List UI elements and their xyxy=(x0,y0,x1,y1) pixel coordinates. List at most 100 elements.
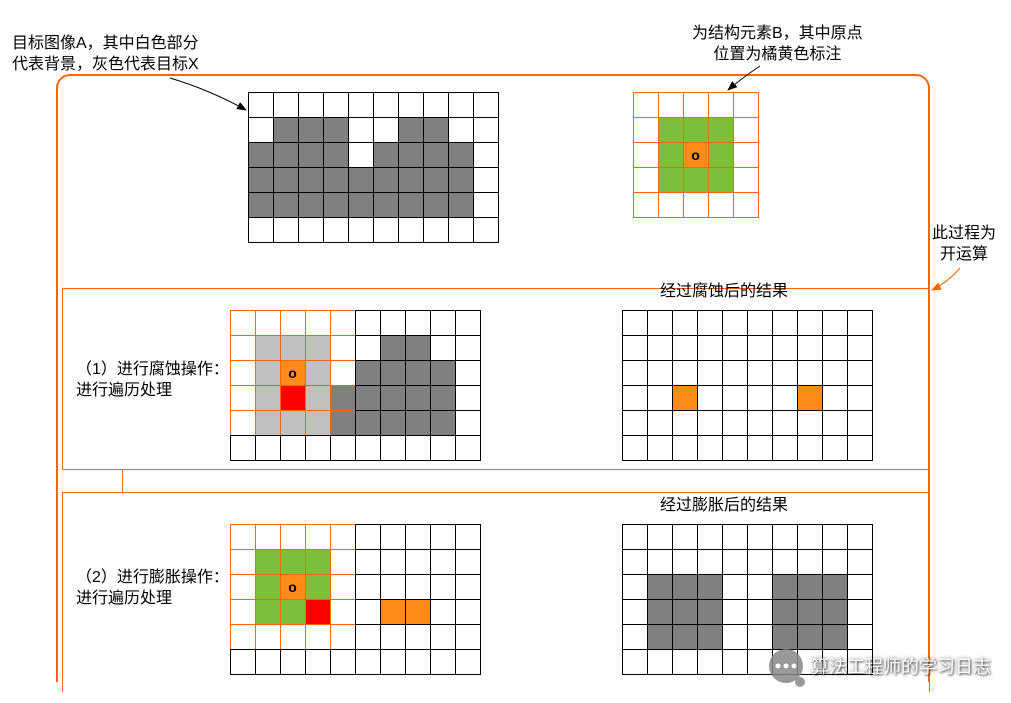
cell xyxy=(330,360,356,386)
cell xyxy=(230,649,256,675)
cell xyxy=(797,599,823,625)
cell xyxy=(430,624,456,650)
cell xyxy=(747,310,773,336)
cell xyxy=(733,192,759,218)
cell xyxy=(273,92,299,118)
watermark-text: 算法工程师的学习日志 xyxy=(811,653,991,679)
cell xyxy=(355,599,381,625)
cell xyxy=(330,524,356,550)
cell xyxy=(658,192,684,218)
cell xyxy=(697,624,723,650)
cell xyxy=(747,385,773,411)
cell xyxy=(405,649,431,675)
cell xyxy=(355,574,381,600)
cell xyxy=(733,117,759,143)
cell xyxy=(797,435,823,461)
cell xyxy=(822,524,848,550)
cell xyxy=(255,435,281,461)
cell xyxy=(672,524,698,550)
cell xyxy=(633,92,659,118)
cell xyxy=(473,92,499,118)
cell xyxy=(405,599,431,625)
cell xyxy=(708,117,734,143)
cell xyxy=(380,385,406,411)
cell xyxy=(697,574,723,600)
cell xyxy=(273,142,299,168)
cell xyxy=(672,360,698,386)
cell xyxy=(355,524,381,550)
cell xyxy=(348,142,374,168)
cell xyxy=(455,335,481,361)
cell xyxy=(355,624,381,650)
label-step1: （1）进行腐蚀操作： 进行遍历处理 xyxy=(76,360,229,402)
cell xyxy=(380,624,406,650)
cell xyxy=(658,167,684,193)
cell xyxy=(355,649,381,675)
cell xyxy=(722,524,748,550)
cell xyxy=(683,92,709,118)
cell xyxy=(405,335,431,361)
cell xyxy=(305,624,331,650)
cell xyxy=(822,435,848,461)
cell xyxy=(380,360,406,386)
cell xyxy=(733,167,759,193)
cell xyxy=(305,360,331,386)
cell xyxy=(797,549,823,575)
cell xyxy=(772,574,798,600)
cell xyxy=(305,549,331,575)
cell xyxy=(722,385,748,411)
cell xyxy=(330,310,356,336)
cell xyxy=(230,624,256,650)
cell xyxy=(683,167,709,193)
cell xyxy=(430,549,456,575)
cell xyxy=(230,549,256,575)
cell xyxy=(697,549,723,575)
cell xyxy=(398,117,424,143)
cell xyxy=(405,624,431,650)
cell xyxy=(622,524,648,550)
cell xyxy=(430,310,456,336)
cell xyxy=(255,410,281,436)
cell xyxy=(405,360,431,386)
cell xyxy=(255,385,281,411)
cell xyxy=(797,524,823,550)
cell xyxy=(672,599,698,625)
cell xyxy=(305,435,331,461)
cell xyxy=(622,335,648,361)
cell xyxy=(672,549,698,575)
cell xyxy=(273,217,299,243)
cell xyxy=(772,410,798,436)
cell xyxy=(722,624,748,650)
cell xyxy=(772,360,798,386)
cell xyxy=(847,524,873,550)
cell xyxy=(733,92,759,118)
cell xyxy=(658,92,684,118)
cell xyxy=(455,624,481,650)
cell xyxy=(647,310,673,336)
cell xyxy=(797,624,823,650)
cell xyxy=(305,574,331,600)
cell xyxy=(697,435,723,461)
cell xyxy=(248,192,274,218)
cell xyxy=(672,574,698,600)
cell xyxy=(255,335,281,361)
cell xyxy=(405,524,431,550)
cell xyxy=(747,599,773,625)
cell xyxy=(697,410,723,436)
cell xyxy=(280,385,306,411)
cell xyxy=(305,524,331,550)
label-step2: （2）进行膨胀操作： 进行遍历处理 xyxy=(76,568,229,610)
cell xyxy=(280,524,306,550)
cell xyxy=(305,310,331,336)
cell xyxy=(380,649,406,675)
cell xyxy=(298,217,324,243)
cell xyxy=(672,410,698,436)
label-struct-b: 为结构元素B，其中原点 位置为橘黄色标注 xyxy=(692,24,863,66)
cell xyxy=(280,335,306,361)
cell xyxy=(330,385,356,411)
cell xyxy=(373,217,399,243)
cell xyxy=(683,192,709,218)
cell xyxy=(248,92,274,118)
cell xyxy=(323,117,349,143)
cell xyxy=(647,649,673,675)
